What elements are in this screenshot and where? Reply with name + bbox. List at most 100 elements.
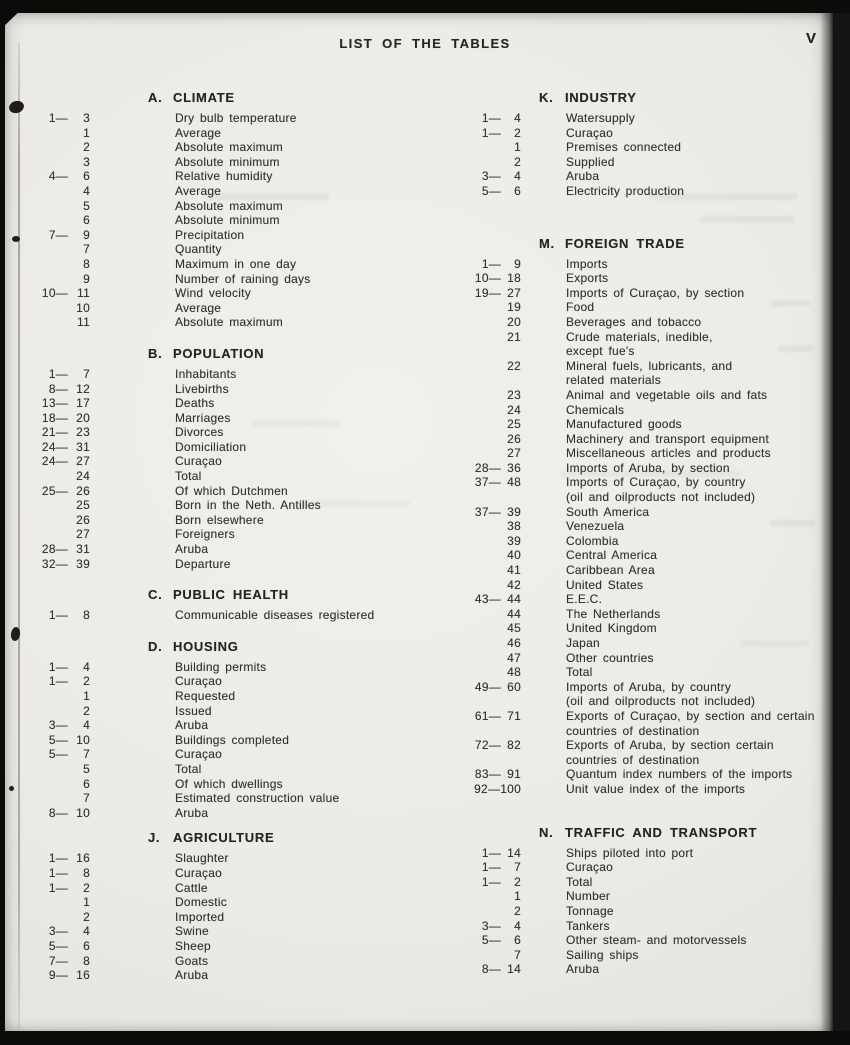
entry-table-numbers: 32— 39 <box>40 557 90 572</box>
entry-number-end: 23 <box>507 387 521 402</box>
entry-number-end: 14 <box>507 845 521 860</box>
entry-label: Absolute maximum <box>175 315 284 330</box>
entry-table-numbers: 11 <box>40 315 90 330</box>
entry-number-end: 7 <box>83 747 90 762</box>
entry-label: Curaçao <box>566 125 614 140</box>
binding-crease-line <box>18 42 20 1032</box>
entry-label: Marriages <box>175 410 231 425</box>
entry-table-numbers: 3— 4 <box>40 718 90 733</box>
table-entry-row: 24— 27 Curaçao <box>40 454 435 469</box>
section-climate: A. CLIMATE 1— 3 Dry bulb temperature 1 Average… <box>40 90 435 330</box>
entry-table-numbers: 1— 8 <box>40 608 90 623</box>
entry-number-start <box>40 272 68 287</box>
table-entry-row: 8— 10 Aruba <box>40 806 435 821</box>
entry-table-numbers: 38 <box>473 519 521 534</box>
entry-number-start: 5— <box>481 183 501 198</box>
entry-table-numbers: 2 <box>40 910 90 925</box>
entry-label: Slaughter <box>175 851 229 866</box>
table-entry-row: 7 Quantity <box>40 242 435 257</box>
entry-label: Livebirths <box>175 381 229 396</box>
bleedthrough-smudge <box>770 300 810 307</box>
entry-table-numbers: 72— 82 <box>473 738 521 767</box>
scan-border-right <box>833 0 850 1045</box>
table-entry-row: 26 Born elsewhere <box>40 513 435 528</box>
entry-label: Food <box>566 300 595 315</box>
table-entry-row: 1 Domestic <box>40 895 435 910</box>
entry-label: Goats <box>175 953 209 968</box>
entry-table-numbers: 22 <box>473 359 521 388</box>
entry-number-start: 1— <box>48 851 68 866</box>
entry-number-end: 9 <box>83 271 90 286</box>
binding-mark <box>12 236 20 242</box>
entry-number-start <box>40 704 68 719</box>
table-entry-row: 1— 8 Communicable diseases registered <box>40 608 435 623</box>
entry-number-end: 26 <box>76 512 90 527</box>
table-entry-row: 1— 3 Dry bulb temperature <box>40 111 435 126</box>
entry-number-end: 11 <box>77 315 90 330</box>
entry-label: Ships piloted into port <box>566 845 694 860</box>
entry-number-end: 23 <box>76 425 90 440</box>
entry-label: Communicable diseases registered <box>175 608 375 623</box>
entry-table-numbers: 27 <box>40 527 90 542</box>
entry-number-start: 1— <box>48 674 68 689</box>
entry-label: Supplied <box>566 154 615 169</box>
entry-number-start <box>473 417 501 432</box>
entry-label: Domestic <box>175 895 228 910</box>
table-entry-row: 25— 26 Of which Dutchmen <box>40 484 435 499</box>
entry-number-start <box>40 895 68 910</box>
entry-number-end: 48 <box>507 665 521 680</box>
entry-number-end: 48 <box>507 475 521 490</box>
table-entry-row: 4— 6 Relative humidity <box>40 169 435 184</box>
entry-number-end: 4 <box>514 169 521 184</box>
entry-number-start <box>40 199 68 214</box>
entry-number-end: 6 <box>83 938 90 953</box>
entry-label: Of which dwellings <box>175 776 283 791</box>
table-entry-row: 5 Absolute maximum <box>40 199 435 214</box>
paper-page <box>5 13 833 1031</box>
entry-number-end: 4 <box>83 183 90 198</box>
entry-label: Domiciliation <box>175 439 247 454</box>
entry-table-numbers: 48 <box>473 665 521 680</box>
entry-label: Total <box>566 874 593 889</box>
section-letter: B. <box>148 345 163 361</box>
entry-table-numbers: 24— 31 <box>40 440 90 455</box>
entry-number-end: 9 <box>514 256 521 271</box>
entry-number-start: 25— <box>41 483 68 498</box>
entry-label: Manufactured goods <box>566 417 682 432</box>
bleedthrough-smudge <box>250 420 340 427</box>
entry-table-numbers: 1— 4 <box>40 660 90 675</box>
entry-number-start <box>473 904 501 919</box>
entry-number-start <box>473 140 501 155</box>
entry-label: Curaçao <box>175 454 223 469</box>
section-letter: C. <box>148 587 163 603</box>
entry-number-end: 5 <box>83 761 90 776</box>
entry-table-numbers: 24— 27 <box>40 454 90 469</box>
section-heading: D. HOUSING <box>148 639 435 654</box>
entry-number-end: 27 <box>507 446 521 461</box>
table-entry-row: 45 United Kingdom <box>473 621 833 636</box>
entry-table-numbers: 28— 36 <box>473 461 521 476</box>
entry-number-end: 7 <box>83 791 90 806</box>
entry-number-end: 18 <box>507 271 521 286</box>
entry-number-end: 11 <box>77 286 90 301</box>
table-entry-row: 24— 31 Domiciliation <box>40 440 435 455</box>
entry-label: Number of raining days <box>175 271 311 286</box>
entry-number-end: 16 <box>76 968 90 983</box>
entry-table-numbers: 8— 14 <box>473 962 521 977</box>
table-entry-row: 24 Total <box>40 469 435 484</box>
entry-number-end: 7 <box>83 242 90 257</box>
table-entry-row: 25 Manufactured goods <box>473 417 833 432</box>
table-entry-row: 39 Colombia <box>473 534 833 549</box>
entry-label: Beverages and tobacco <box>566 314 702 329</box>
table-entry-row: 43— 44 E.E.C. <box>473 592 833 607</box>
entry-number-start <box>473 948 501 963</box>
entry-table-numbers: 1 <box>473 140 521 155</box>
entry-label: Other countries <box>566 650 654 665</box>
entry-number-end: 24 <box>507 402 521 417</box>
table-entry-row: 1— 16 Slaughter <box>40 851 435 866</box>
entry-number-start <box>473 621 501 636</box>
scan-border-top <box>0 0 850 13</box>
entry-number-start <box>473 636 501 651</box>
table-entry-row: 8— 12 Livebirths <box>40 382 435 397</box>
table-entry-row: 2 Imported <box>40 910 435 925</box>
